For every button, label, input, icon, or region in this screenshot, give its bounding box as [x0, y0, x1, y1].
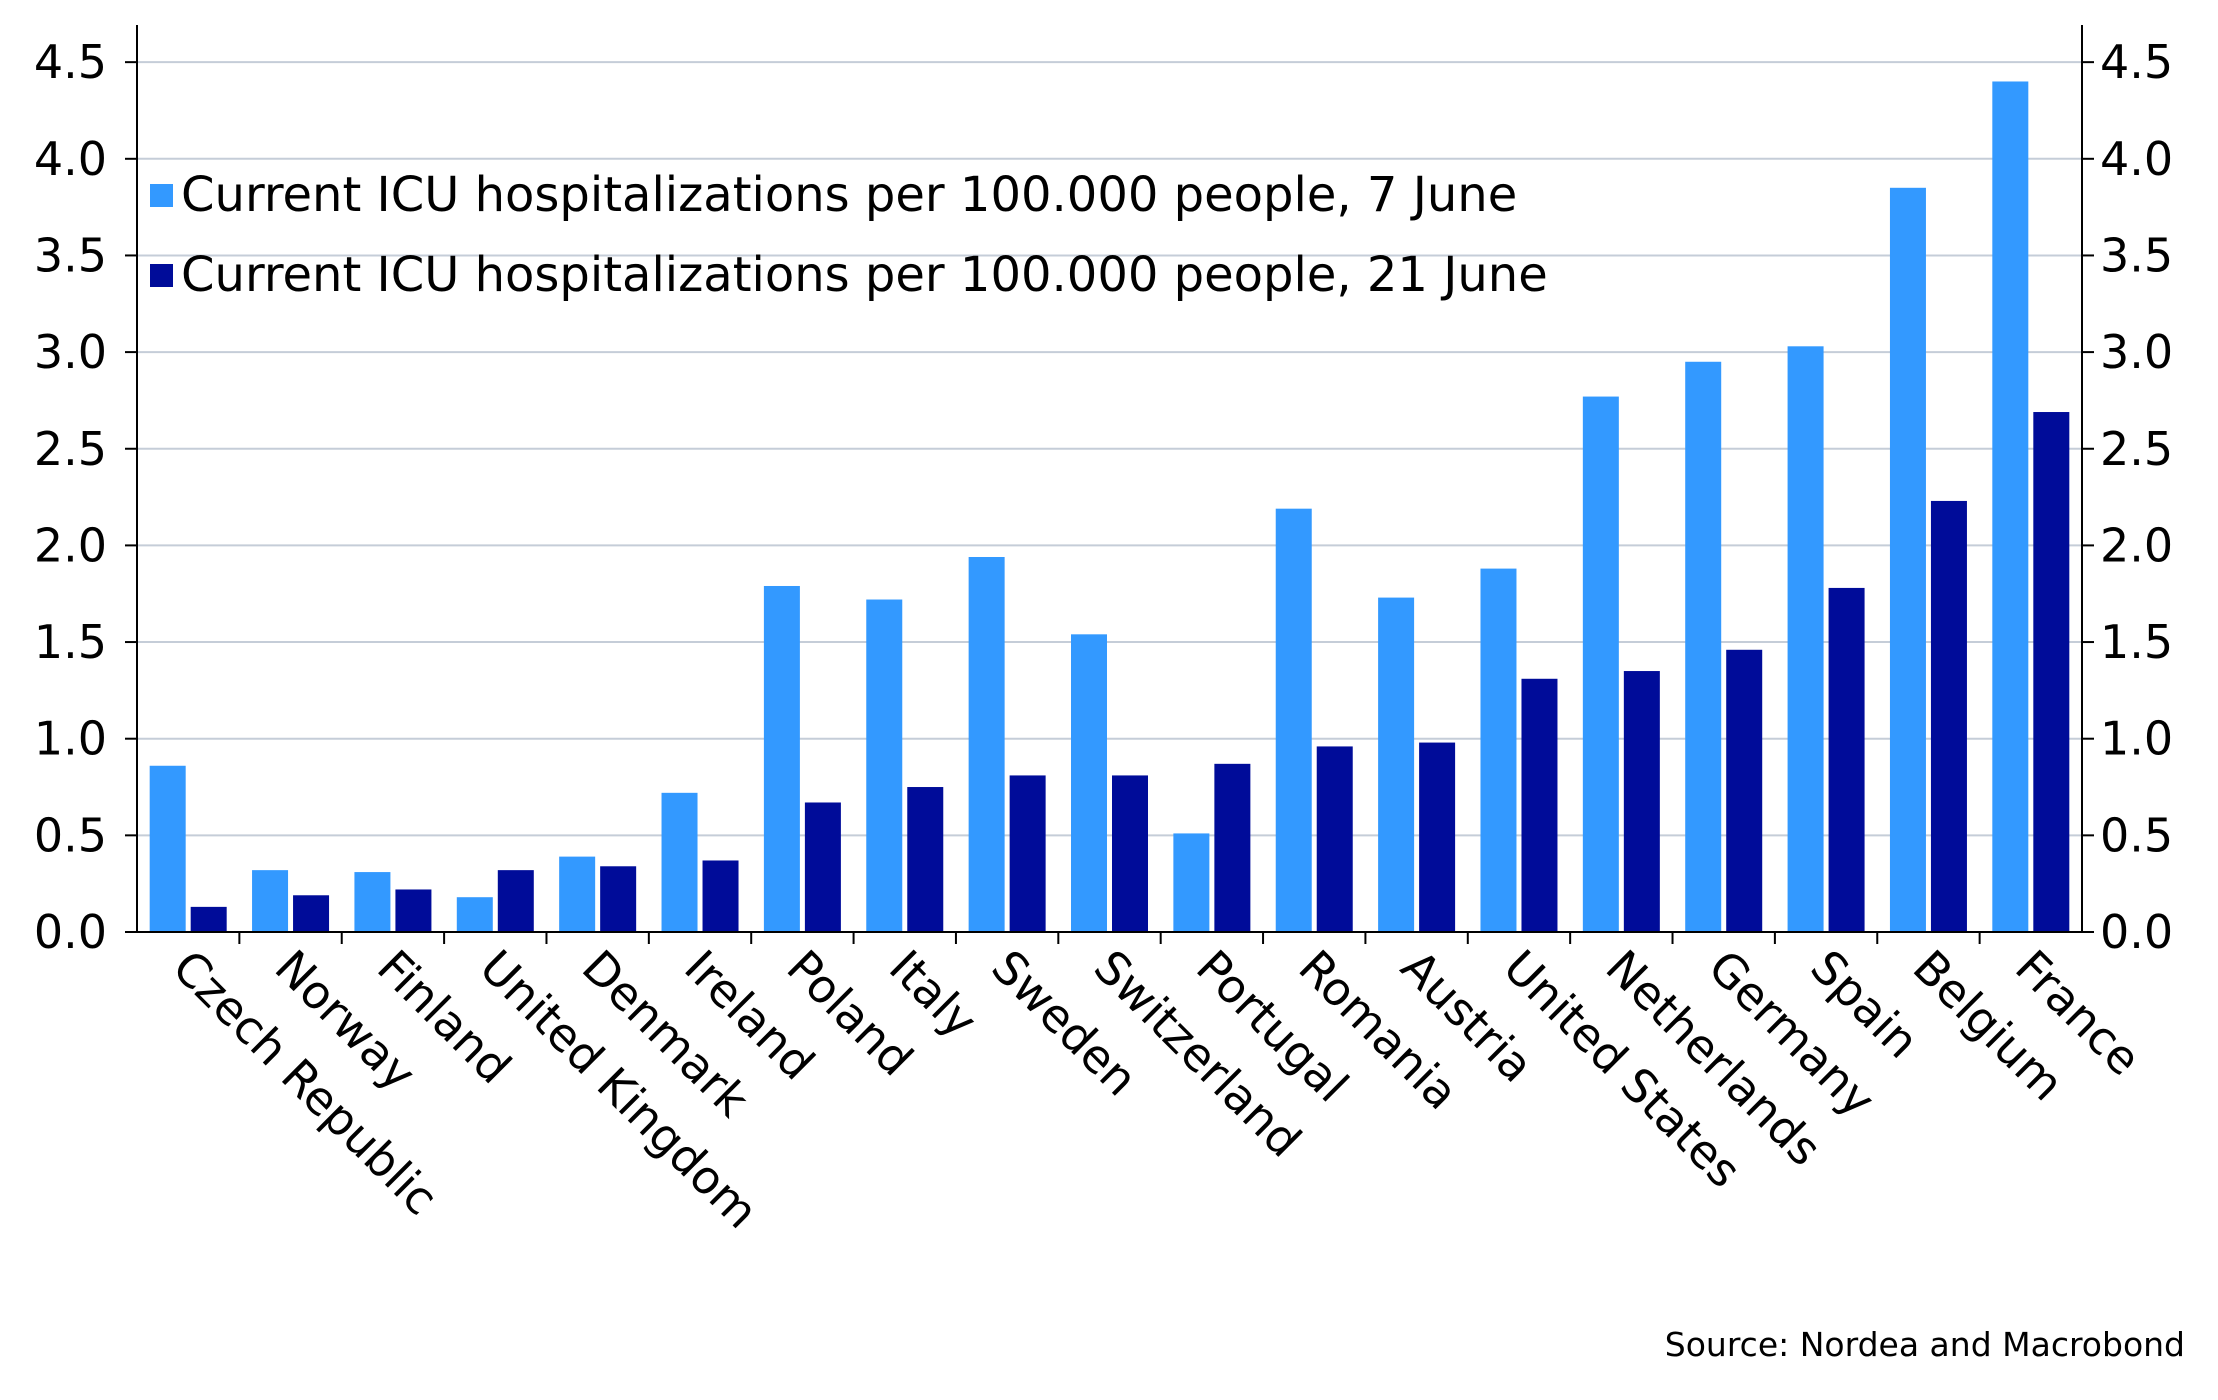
bar-7-june-poland [763, 585, 800, 932]
legend-label-7-june: Current ICU hospitalizations per 100.000… [181, 167, 1518, 223]
left-axis-tick-label: 4.0 [34, 132, 107, 186]
left-axis-tick-label: 0.5 [34, 808, 107, 862]
source-note: Source: Nordea and Macrobond [1664, 1325, 2185, 1364]
bar-21-june-finland [395, 889, 432, 932]
right-axis-tick-label: 0.5 [2100, 808, 2173, 862]
bar-21-june-sweden [1009, 775, 1046, 932]
right-axis-tick-label: 1.5 [2100, 615, 2173, 669]
right-axis-tick-label: 3.5 [2100, 228, 2173, 282]
left-axis-tick-label: 3.5 [34, 228, 107, 282]
right-axis-tick-label: 2.0 [2100, 518, 2173, 572]
bar-7-june-denmark [559, 856, 596, 932]
bar-21-june-germany [1726, 649, 1763, 932]
bar-21-june-portugal [1214, 763, 1251, 932]
gridlines [137, 61, 2082, 837]
bar-21-june-czech-republic [190, 906, 227, 932]
bar-7-june-ireland [661, 792, 698, 932]
bar-7-june-germany [1685, 361, 1722, 932]
right-axis-tick-label: 3.0 [2100, 325, 2173, 379]
left-axis-tick-label: 3.0 [34, 325, 107, 379]
bar-7-june-norway [252, 870, 289, 932]
legend: Current ICU hospitalizations per 100.000… [150, 155, 1548, 315]
bar-21-june-france [2033, 412, 2070, 932]
bar-7-june-austria [1378, 597, 1415, 932]
bar-21-june-belgium [1930, 500, 1967, 932]
bar-7-june-france [1992, 81, 2029, 933]
bar-7-june-sweden [968, 556, 1005, 932]
bar-7-june-italy [866, 599, 903, 932]
legend-swatch-7-june [150, 183, 173, 207]
bar-21-june-poland [804, 802, 841, 932]
legend-swatch-21-june [150, 263, 173, 287]
bar-7-june-romania [1275, 508, 1312, 932]
bar-7-june-finland [354, 872, 391, 932]
bar-21-june-austria [1419, 742, 1456, 932]
bar-7-june-spain [1787, 346, 1824, 932]
axes: 0.0 0.0 0.5 0.5 1.0 1.0 1.5 1.5 2.0 2.0 2.5 2.5 3.0 3… [34, 25, 2173, 959]
legend-item-21-june: Current ICU hospitalizations per 100.000… [150, 235, 1548, 315]
right-axis-tick-label: 4.5 [2100, 35, 2173, 89]
bar-7-june-switzerland [1071, 634, 1107, 932]
legend-item-7-june: Current ICU hospitalizations per 100.000… [150, 155, 1548, 235]
bars [149, 81, 2070, 933]
bar-21-june-spain [1828, 587, 1865, 932]
bar-21-june-denmark [600, 866, 637, 932]
left-axis-tick-label: 4.5 [34, 35, 107, 89]
bar-21-june-united-states [1521, 678, 1558, 932]
bar-21-june-netherlands [1623, 671, 1660, 932]
bar-7-june-belgium [1889, 187, 1926, 933]
right-axis-tick-label: 4.0 [2100, 132, 2173, 186]
bar-7-june-portugal [1173, 833, 1210, 932]
bar-21-june-switzerland [1112, 775, 1148, 932]
right-axis-tick-label: 2.5 [2100, 422, 2173, 476]
bar-7-june-united-kingdom [456, 897, 493, 932]
right-axis-tick-label: 1.0 [2100, 712, 2173, 766]
bar-7-june-netherlands [1582, 396, 1619, 933]
left-axis-tick-label: 0.0 [34, 905, 107, 959]
bar-7-june-united-states [1480, 568, 1517, 932]
right-axis-tick-label: 0.0 [2100, 905, 2173, 959]
left-axis-tick-label: 1.5 [34, 615, 107, 669]
bar-21-june-romania [1316, 746, 1353, 932]
legend-label-21-june: Current ICU hospitalizations per 100.000… [181, 247, 1548, 303]
bar-21-june-norway [293, 895, 330, 932]
left-axis-tick-label: 2.0 [34, 518, 107, 572]
bar-21-june-ireland [702, 860, 739, 932]
left-axis-tick-label: 1.0 [34, 712, 107, 766]
bar-7-june-czech-republic [149, 765, 186, 932]
left-axis-tick-label: 2.5 [34, 422, 107, 476]
bar-21-june-italy [907, 787, 944, 932]
bar-21-june-united-kingdom [497, 870, 534, 932]
